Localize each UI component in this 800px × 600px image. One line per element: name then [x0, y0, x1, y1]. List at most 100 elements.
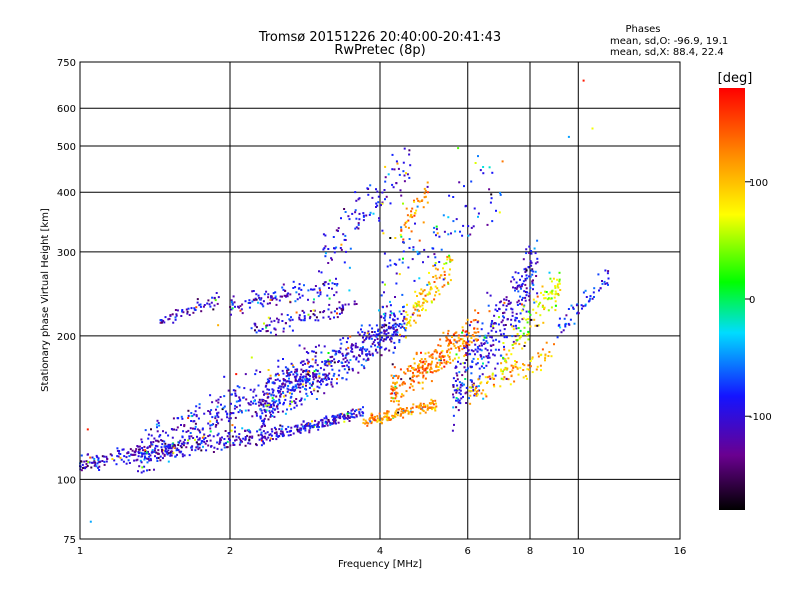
data-point-930 — [234, 305, 236, 308]
data-point-12 — [246, 434, 249, 437]
data-point-2801 — [516, 339, 519, 342]
data-point-1503 — [272, 407, 274, 410]
data-point-2259 — [447, 281, 449, 284]
data-point-64 — [97, 466, 100, 469]
data-point-425 — [195, 415, 198, 418]
data-point-1111 — [265, 330, 268, 333]
data-point-690 — [153, 468, 155, 471]
data-point-1819 — [402, 410, 405, 413]
data-point-1589 — [304, 379, 307, 382]
data-point-134 — [157, 449, 160, 452]
data-point-2864 — [401, 293, 404, 296]
data-point-2688 — [541, 285, 544, 288]
data-point-483 — [201, 440, 204, 443]
data-point-1658 — [389, 304, 392, 307]
data-point-2318 — [423, 192, 426, 195]
data-point-2888 — [454, 230, 457, 233]
data-point-744 — [281, 432, 284, 434]
data-point-2057 — [418, 363, 421, 366]
data-point-661 — [252, 396, 255, 399]
data-point-1306 — [324, 373, 327, 376]
data-point-2516 — [534, 270, 537, 273]
data-point-1360 — [286, 380, 289, 383]
data-point-2682 — [469, 353, 472, 356]
data-point-825 — [350, 415, 353, 418]
data-point-741 — [323, 417, 326, 420]
data-point-311 — [137, 451, 140, 453]
data-point-1202 — [356, 346, 359, 349]
data-point-901 — [217, 296, 220, 299]
data-point-2851 — [434, 264, 437, 267]
data-point-2784 — [555, 292, 558, 295]
data-point-303 — [109, 453, 112, 456]
data-point-579 — [234, 392, 237, 395]
data-point-3032 — [606, 272, 609, 275]
data-point-1722 — [355, 226, 358, 229]
data-point-3060 — [402, 202, 404, 205]
data-point-2035 — [416, 370, 419, 373]
data-point-1768 — [399, 189, 402, 192]
data-point-65 — [265, 438, 268, 441]
data-point-996 — [251, 290, 254, 293]
data-point-2295 — [442, 267, 444, 270]
data-point-250 — [149, 454, 152, 457]
data-point-43 — [82, 467, 85, 469]
data-point-1601 — [357, 371, 360, 374]
data-point-1809 — [424, 405, 427, 408]
data-point-943 — [292, 280, 295, 283]
data-point-2044 — [461, 348, 464, 351]
data-point-1089 — [298, 318, 301, 321]
data-point-412 — [181, 417, 184, 420]
data-point-1176 — [304, 375, 307, 378]
data-point-627 — [209, 412, 212, 415]
data-point-821 — [316, 423, 319, 426]
data-point-2895 — [480, 381, 483, 384]
data-point-2314 — [426, 201, 429, 204]
data-point-270 — [185, 446, 188, 449]
data-point-2878 — [386, 265, 389, 268]
data-point-1842 — [400, 410, 403, 413]
data-point-2735 — [501, 372, 504, 375]
data-point-387 — [176, 426, 179, 429]
data-point-2148 — [393, 375, 396, 378]
data-point-2633 — [535, 275, 538, 277]
data-point-853 — [316, 424, 319, 427]
data-point-87 — [219, 437, 222, 440]
data-point-1603 — [334, 353, 337, 356]
data-point-656 — [148, 469, 151, 471]
data-point-708 — [278, 435, 281, 437]
data-point-1743 — [322, 248, 325, 251]
data-point-518 — [238, 404, 241, 407]
data-point-98 — [149, 457, 152, 460]
data-point-2082 — [429, 371, 432, 373]
data-point-2566 — [502, 315, 504, 318]
data-point-299 — [223, 444, 226, 447]
data-point-313 — [134, 450, 137, 452]
data-point-2537 — [497, 323, 500, 326]
data-point-1729 — [335, 246, 338, 249]
data-point-1085 — [327, 308, 330, 311]
data-point-575 — [215, 408, 217, 411]
data-point-1506 — [305, 381, 307, 384]
data-point-1014 — [231, 307, 234, 310]
data-point-593 — [239, 399, 242, 402]
data-point-872 — [164, 316, 167, 319]
data-point-2242 — [414, 308, 417, 311]
data-point-1386 — [288, 382, 291, 385]
data-point-2055 — [473, 327, 476, 330]
data-point-1690 — [343, 238, 346, 241]
data-point-2756 — [540, 291, 542, 294]
data-point-2823 — [435, 225, 438, 228]
data-point-1042 — [257, 294, 260, 297]
data-point-1145 — [300, 403, 303, 406]
data-point-3066 — [340, 243, 343, 246]
data-point-833 — [325, 415, 328, 418]
data-point-919 — [186, 310, 189, 313]
data-point-1619 — [387, 332, 390, 335]
data-point-95 — [113, 459, 116, 462]
data-point-981 — [298, 283, 301, 286]
data-point-802 — [309, 422, 312, 425]
data-point-97 — [123, 455, 126, 458]
data-point-1594 — [344, 361, 347, 363]
data-point-2803 — [536, 295, 539, 298]
